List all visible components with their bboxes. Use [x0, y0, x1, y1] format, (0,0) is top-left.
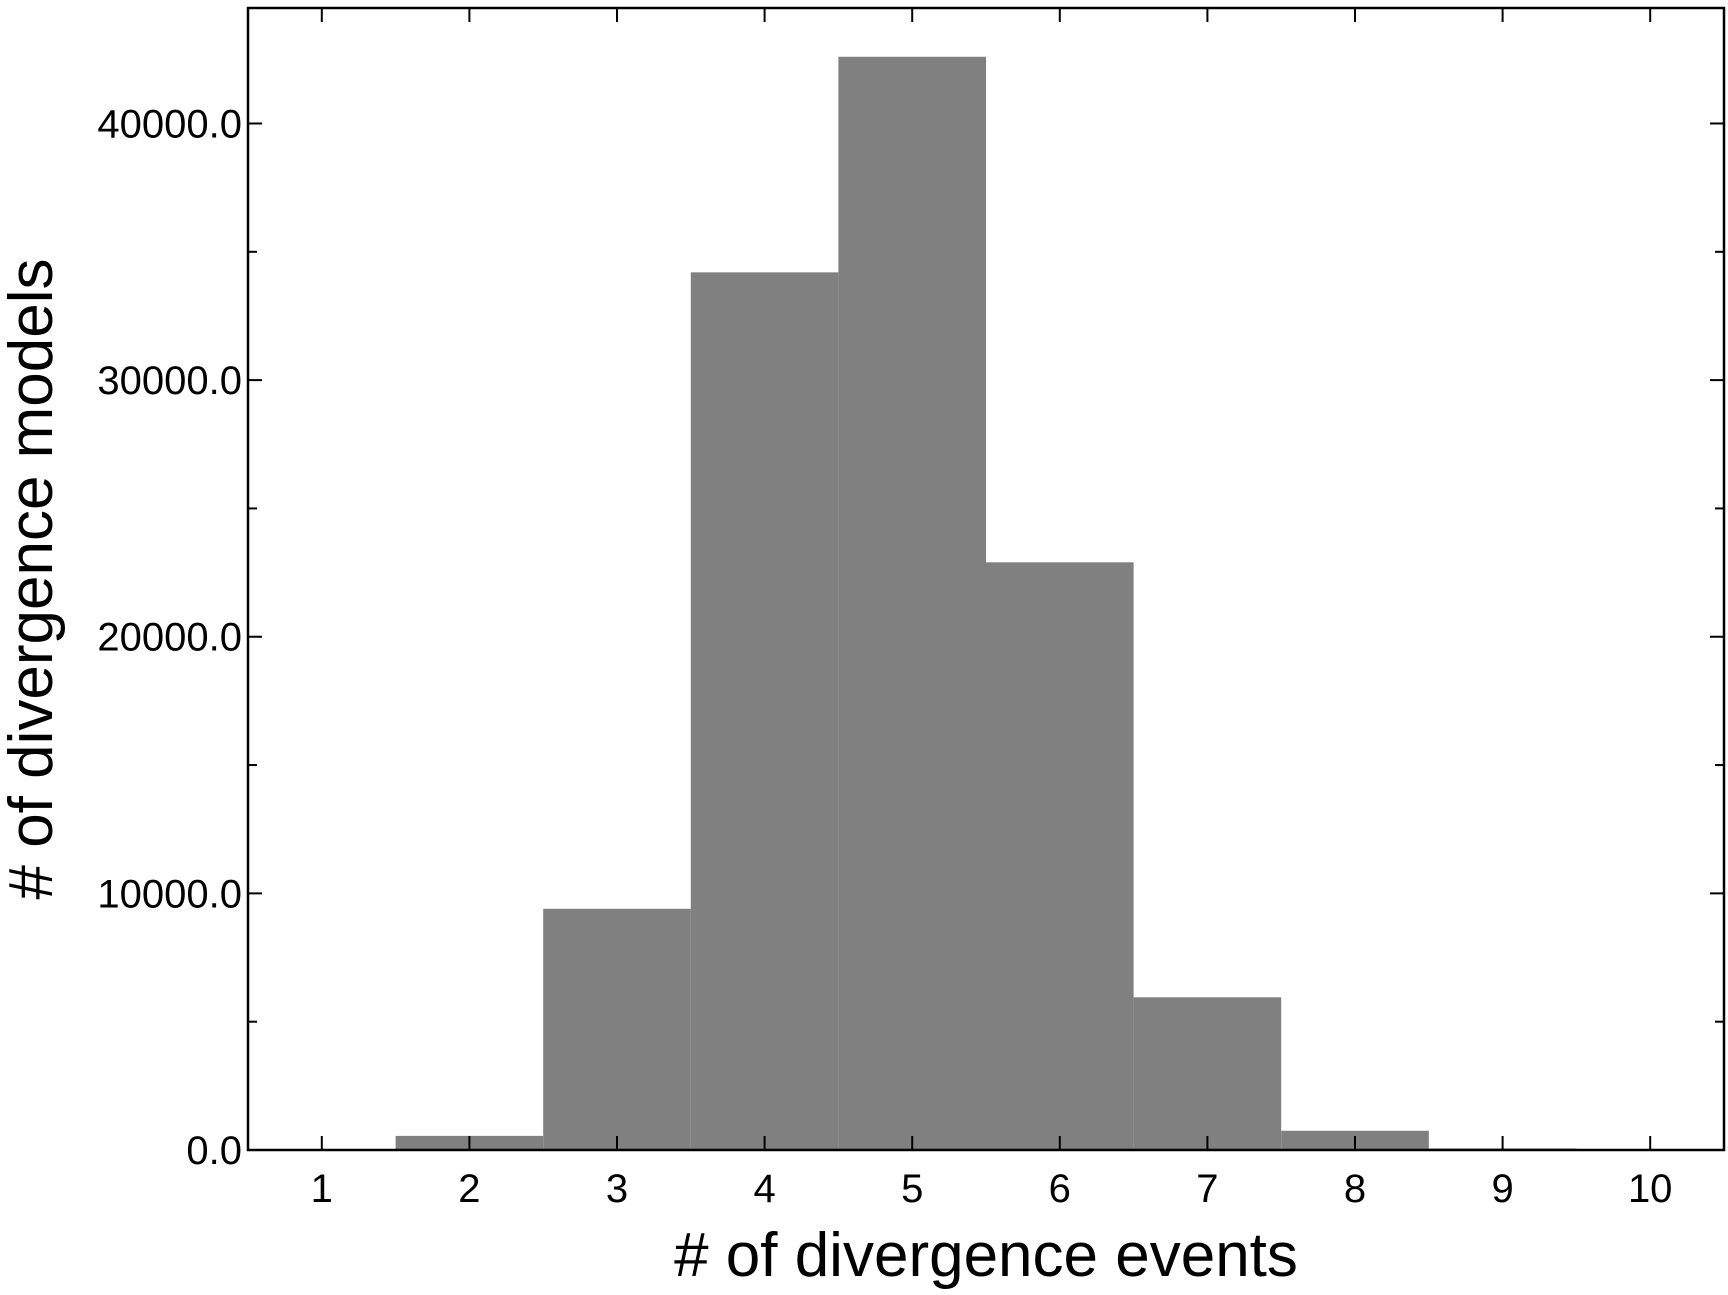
y-tick-label: 30000.0 [97, 359, 242, 403]
x-tick-label: 9 [1491, 1167, 1513, 1211]
bar-5 [838, 56, 986, 1151]
bar-3 [543, 908, 691, 1150]
y-tick-labels: 0.0 10000.0 20000.0 30000.0 40000.0 [97, 102, 242, 1173]
y-axis-label: # of divergence models [0, 258, 66, 899]
y-tick-label: 40000.0 [97, 102, 242, 146]
x-tick-label: 8 [1344, 1167, 1366, 1211]
y-tick-label: 10000.0 [97, 872, 242, 916]
x-tick-label: 6 [1049, 1167, 1071, 1211]
y-tick-label: 20000.0 [97, 616, 242, 660]
x-tick-label: 4 [753, 1167, 775, 1211]
bar-4 [690, 272, 839, 1150]
x-tick-label: 1 [311, 1167, 333, 1211]
x-axis-label: # of divergence events [674, 1221, 1298, 1290]
bar-6 [986, 562, 1134, 1150]
x-tick-label: 10 [1628, 1167, 1673, 1211]
x-tick-label: 2 [458, 1167, 480, 1211]
y-tick-label: 0.0 [186, 1129, 242, 1173]
plot-frame [246, 6, 1726, 1152]
x-tick-label: 7 [1196, 1167, 1218, 1211]
x-tick-label: 5 [901, 1167, 923, 1211]
bars-group [395, 56, 1577, 1151]
bar-7 [1133, 997, 1282, 1150]
x-tick-label: 3 [606, 1167, 628, 1211]
x-tick-labels: 1 2 3 4 5 6 7 8 9 10 [311, 1167, 1673, 1211]
